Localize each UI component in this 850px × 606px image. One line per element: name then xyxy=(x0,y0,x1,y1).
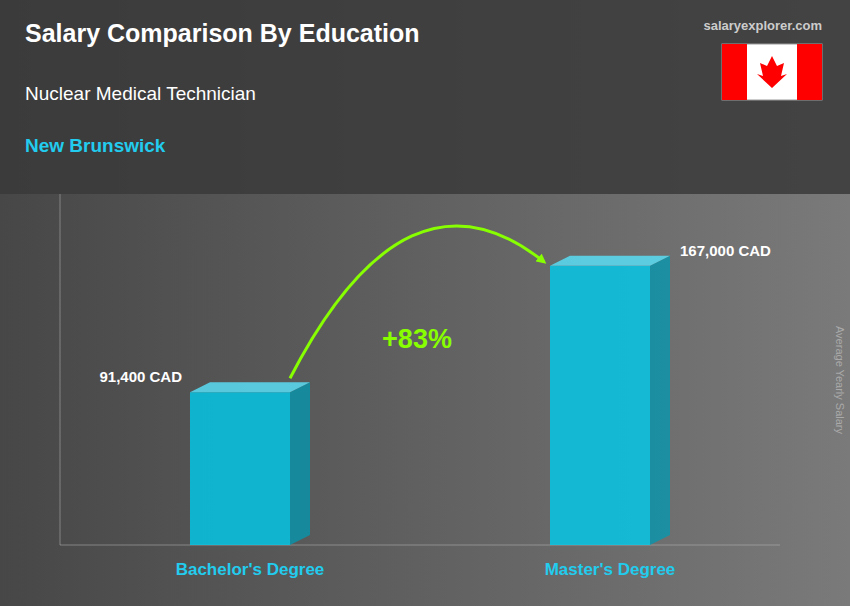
site-text: salaryexplorer.com xyxy=(703,18,822,33)
bars xyxy=(190,256,670,545)
flag-field xyxy=(722,44,822,100)
flag-band xyxy=(797,44,822,100)
bar xyxy=(190,392,290,545)
bar-side xyxy=(290,382,310,545)
x-axis-line xyxy=(60,545,780,546)
change-arrow xyxy=(290,226,544,378)
value-label: 167,000 CAD xyxy=(680,242,771,259)
background xyxy=(0,0,850,606)
y-axis-line xyxy=(60,194,61,545)
bar-top xyxy=(190,382,310,392)
bar-top xyxy=(550,256,670,266)
chart-svg: Salary Comparison By Education Nuclear Me… xyxy=(0,0,850,606)
bar-group xyxy=(550,256,670,545)
bar xyxy=(550,266,650,545)
flag xyxy=(722,44,822,100)
category-label: Master's Degree xyxy=(545,560,676,579)
region: New Brunswick xyxy=(25,135,166,156)
flag-band xyxy=(722,44,747,100)
title: Salary Comparison By Education xyxy=(25,19,420,47)
subtitle: Nuclear Medical Technician xyxy=(25,83,256,104)
category-label: Bachelor's Degree xyxy=(176,560,325,579)
header-band xyxy=(0,0,850,194)
bar-group xyxy=(190,382,310,545)
value-label: 91,400 CAD xyxy=(99,368,182,385)
bar-side xyxy=(650,256,670,545)
y-label: Average Yearly Salary xyxy=(834,326,846,435)
flag-leaf xyxy=(757,56,787,88)
pct-label: +83% xyxy=(382,324,452,354)
